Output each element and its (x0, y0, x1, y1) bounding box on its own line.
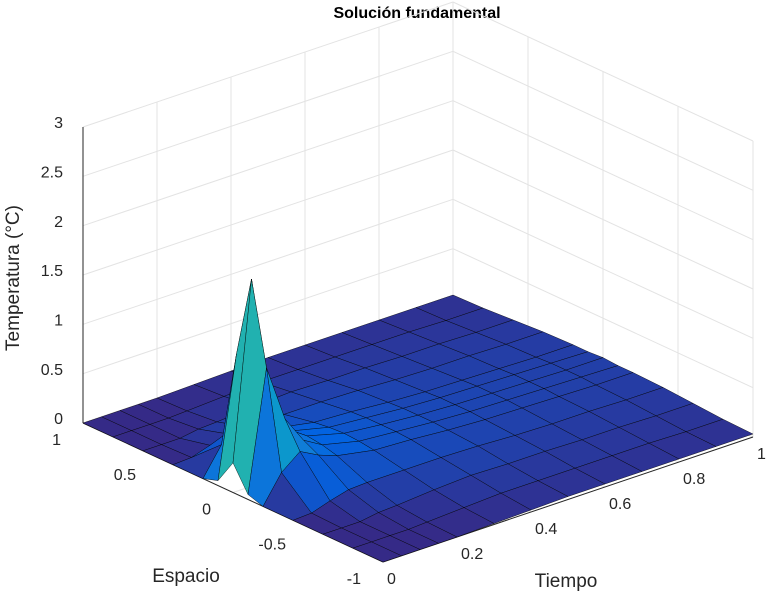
grid-line (82, 248, 454, 375)
y-axis-label: Espacio (152, 566, 220, 587)
x-tick-label: 0.2 (461, 546, 483, 563)
grid-line (82, 149, 454, 276)
z-tick-label: 3 (54, 115, 63, 132)
x-tick-label: 1 (757, 446, 766, 463)
y-tick-label: -0.5 (258, 536, 286, 553)
x-tick-label: 0.6 (609, 496, 631, 513)
grid-line (82, 1, 454, 128)
y-tick-label: 0 (202, 502, 211, 519)
y-tick-label: 0.5 (114, 467, 136, 484)
grid-line (82, 100, 454, 227)
surface-patch (352, 541, 403, 563)
z-tick-label: 0.5 (41, 362, 63, 379)
grid-line (82, 198, 454, 325)
grid-line (82, 50, 454, 177)
x-tick-label: 0.8 (683, 471, 705, 488)
x-tick-label: 0.4 (535, 521, 557, 538)
x-tick-label: 0 (387, 571, 396, 588)
z-tick-label: 0 (54, 411, 63, 428)
z-axis-label: Temperatura (°C) (3, 205, 24, 351)
z-tick-label: 2.5 (41, 165, 63, 182)
z-tick-label: 1 (54, 313, 63, 330)
y-tick-label: 1 (52, 432, 61, 449)
y-tick-label: -1 (347, 571, 361, 588)
z-tick-label: 1.5 (41, 263, 63, 280)
z-tick-label: 2 (54, 214, 63, 231)
x-axis-label: Tiempo (535, 571, 598, 592)
